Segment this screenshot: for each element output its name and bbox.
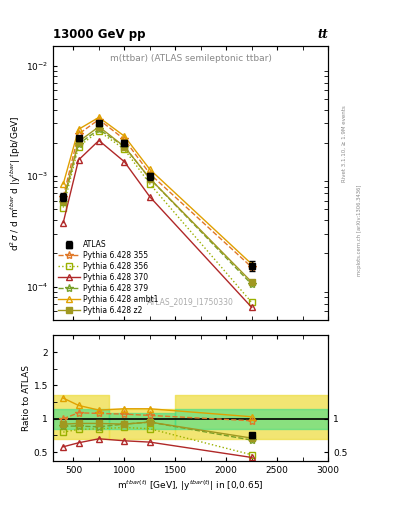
Pythia 6.428 370 xyxy=(97,137,101,143)
Legend: ATLAS, Pythia 6.428 355, Pythia 6.428 356, Pythia 6.428 370, Pythia 6.428 379, P: ATLAS, Pythia 6.428 355, Pythia 6.428 35… xyxy=(57,239,160,316)
Line: Pythia 6.428 ambt1: Pythia 6.428 ambt1 xyxy=(60,114,255,268)
Pythia 6.428 355 xyxy=(250,264,254,270)
Pythia 6.428 370 xyxy=(76,157,81,163)
Pythia 6.428 370 xyxy=(61,220,66,226)
Pythia 6.428 355 xyxy=(147,170,152,177)
Pythia 6.428 z2 xyxy=(250,279,254,285)
Line: Pythia 6.428 355: Pythia 6.428 355 xyxy=(59,115,256,271)
Y-axis label: d$^2σ$ / d m$^{tbar}$ d |y$^{tbar}$| [pb/GeV]: d$^2σ$ / d m$^{tbar}$ d |y$^{tbar}$| [pb… xyxy=(9,115,23,251)
Pythia 6.428 356 xyxy=(61,204,66,210)
Pythia 6.428 ambt1 xyxy=(61,181,66,187)
Pythia 6.428 356 xyxy=(76,143,81,150)
Pythia 6.428 379 xyxy=(147,176,152,182)
Pythia 6.428 z2 xyxy=(122,143,127,150)
Pythia 6.428 379 xyxy=(250,281,254,287)
Pythia 6.428 370 xyxy=(250,304,254,310)
Pythia 6.428 ambt1 xyxy=(147,166,152,173)
Pythia 6.428 ambt1 xyxy=(122,133,127,139)
Pythia 6.428 355 xyxy=(61,194,66,200)
Pythia 6.428 370 xyxy=(122,159,127,165)
Pythia 6.428 z2 xyxy=(76,139,81,145)
Pythia 6.428 379 xyxy=(97,126,101,133)
Text: Rivet 3.1.10, ≥ 1.9M events: Rivet 3.1.10, ≥ 1.9M events xyxy=(342,105,346,182)
Pythia 6.428 355 xyxy=(76,131,81,137)
Pythia 6.428 356 xyxy=(250,300,254,306)
Pythia 6.428 ambt1 xyxy=(250,261,254,267)
Pythia 6.428 379 xyxy=(76,141,81,147)
Line: Pythia 6.428 379: Pythia 6.428 379 xyxy=(59,125,256,289)
Text: ATLAS_2019_I1750330: ATLAS_2019_I1750330 xyxy=(147,297,234,306)
Text: 13000 GeV pp: 13000 GeV pp xyxy=(53,28,145,40)
Pythia 6.428 370 xyxy=(147,194,152,200)
Pythia 6.428 379 xyxy=(122,143,127,150)
Pythia 6.428 z2 xyxy=(61,198,66,204)
Y-axis label: Ratio to ATLAS: Ratio to ATLAS xyxy=(22,365,31,431)
Pythia 6.428 z2 xyxy=(147,176,152,182)
Line: Pythia 6.428 z2: Pythia 6.428 z2 xyxy=(61,124,255,285)
Line: Pythia 6.428 356: Pythia 6.428 356 xyxy=(61,129,255,305)
Text: mcplots.cern.ch [arXiv:1306.3436]: mcplots.cern.ch [arXiv:1306.3436] xyxy=(357,185,362,276)
X-axis label: m$^{tbar(t)}$ [GeV], |y$^{tbar(t)}$| in [0,0.65]: m$^{tbar(t)}$ [GeV], |y$^{tbar(t)}$| in … xyxy=(118,479,264,493)
Text: m(ttbar) (ATLAS semileptonic ttbar): m(ttbar) (ATLAS semileptonic ttbar) xyxy=(110,54,272,63)
Pythia 6.428 356 xyxy=(97,128,101,134)
Pythia 6.428 379 xyxy=(61,199,66,205)
Pythia 6.428 356 xyxy=(147,181,152,187)
Pythia 6.428 355 xyxy=(97,116,101,122)
Pythia 6.428 356 xyxy=(122,146,127,153)
Text: tt: tt xyxy=(318,28,328,40)
Line: Pythia 6.428 370: Pythia 6.428 370 xyxy=(60,137,255,311)
Pythia 6.428 ambt1 xyxy=(76,126,81,133)
Pythia 6.428 355 xyxy=(122,136,127,142)
Pythia 6.428 z2 xyxy=(97,123,101,130)
Pythia 6.428 ambt1 xyxy=(97,114,101,120)
